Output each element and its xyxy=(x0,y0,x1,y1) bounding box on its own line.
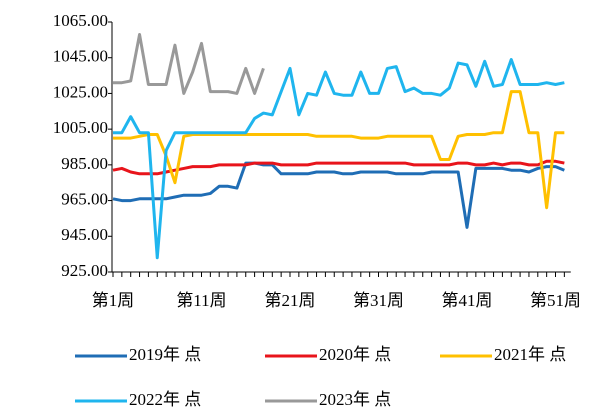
x-tick-label: 第11周 xyxy=(176,291,226,310)
legend-label: 2023年 点 xyxy=(319,390,391,409)
legend-label: 2020年 点 xyxy=(319,345,391,364)
legend-label: 2022年 点 xyxy=(129,390,201,409)
y-tick-label: 1065.00 xyxy=(53,11,108,30)
series-line xyxy=(112,159,565,176)
y-tick-label: 1005.00 xyxy=(53,118,108,137)
x-tick-label: 第31周 xyxy=(353,291,404,310)
x-tick-label: 第51周 xyxy=(530,291,581,310)
x-tick-label: 第41周 xyxy=(442,291,493,310)
series-line xyxy=(113,58,565,260)
legend-label: 2021年 点 xyxy=(494,345,566,364)
y-tick-label: 985.00 xyxy=(61,154,108,173)
series-line xyxy=(112,161,565,229)
legend-label: 2019年 点 xyxy=(129,345,201,364)
y-tick-label: 945.00 xyxy=(61,225,108,244)
y-tick-label: 925.00 xyxy=(61,261,108,280)
series-line xyxy=(113,33,265,95)
y-tick-label: 1045.00 xyxy=(53,47,108,66)
y-tick-label: 1025.00 xyxy=(53,82,108,101)
x-tick-label: 第21周 xyxy=(265,291,316,310)
x-tick-label: 第1周 xyxy=(92,291,135,310)
y-tick-label: 965.00 xyxy=(61,189,108,208)
series-line xyxy=(113,90,565,210)
